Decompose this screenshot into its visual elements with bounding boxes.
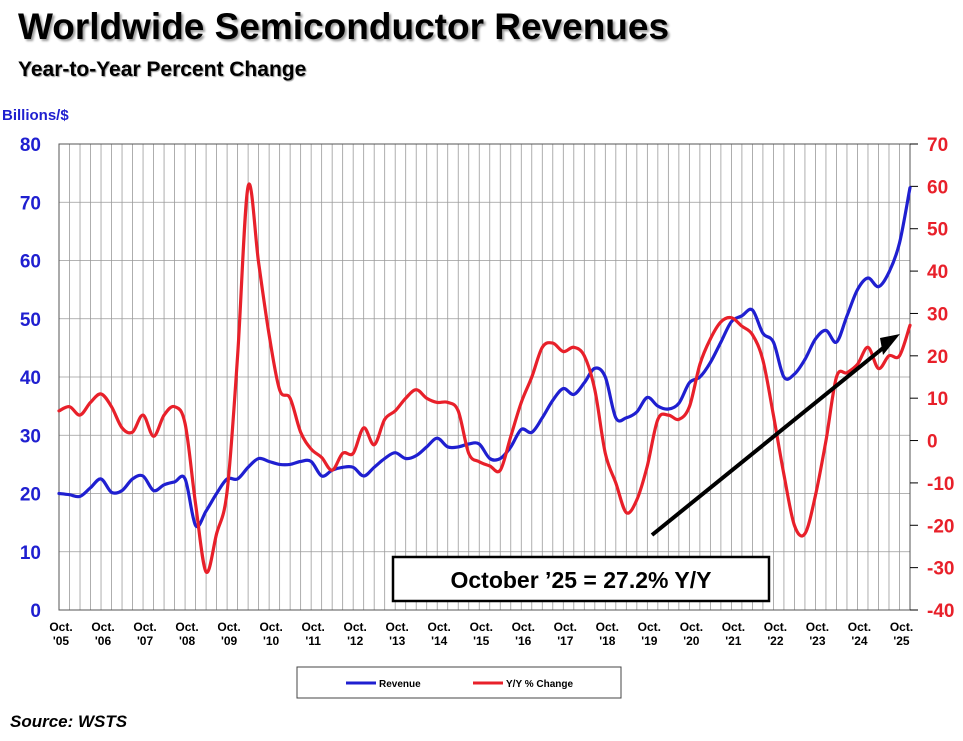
legend-label-revenue: Revenue: [379, 679, 421, 690]
right-tick-label: 0: [927, 432, 938, 453]
trend-arrow-head: [880, 334, 900, 355]
x-tick-label-month: Oct.: [259, 620, 282, 634]
x-tick-label-year: '18: [599, 634, 616, 648]
x-tick-label-month: Oct.: [638, 620, 661, 634]
left-tick-label: 70: [20, 193, 41, 214]
x-tick-label-year: '05: [53, 634, 70, 648]
right-tick-label: 60: [927, 177, 948, 198]
x-tick-label-month: Oct.: [470, 620, 493, 634]
trend-arrow-line: [650, 342, 890, 537]
right-tick-label: 50: [927, 220, 948, 241]
x-tick-label-year: '09: [221, 634, 238, 648]
x-tick-label-month: Oct.: [764, 620, 787, 634]
x-tick-label-month: Oct.: [133, 620, 156, 634]
left-tick-label: 0: [30, 601, 41, 622]
x-tick-label-year: '19: [641, 634, 658, 648]
chart-subtitle: Year-to-Year Percent Change: [18, 58, 307, 81]
x-tick-label-year: '07: [137, 634, 154, 648]
yoy-change-line: [57, 182, 912, 574]
right-tick-label: -30: [927, 559, 954, 580]
x-tick-label-year: '11: [305, 634, 321, 648]
grid-lines: [59, 143, 910, 611]
x-tick-label-year: '13: [389, 634, 406, 648]
x-tick-label-year: '12: [347, 634, 364, 648]
x-tick-label-year: '17: [557, 634, 574, 648]
x-tick-label-month: Oct.: [890, 620, 913, 634]
x-tick-label-month: Oct.: [386, 620, 409, 634]
x-tick-label-year: '23: [809, 634, 826, 648]
x-tick-label-year: '06: [95, 634, 112, 648]
annotation-callout: October ’25 = 27.2% Y/Y: [391, 555, 771, 603]
x-tick-label-month: Oct.: [680, 620, 703, 634]
x-tick-label-year: '10: [263, 634, 280, 648]
right-tick-label: 20: [927, 347, 948, 368]
left-y-axis: 0 10 20 30 40 50 60 70 80: [20, 135, 41, 622]
x-tick-label-year: '16: [515, 634, 532, 648]
x-tick-label-month: Oct.: [722, 620, 745, 634]
left-tick-label: 40: [20, 368, 41, 389]
right-tick-label: 10: [927, 389, 948, 410]
x-tick-label-year: '21: [725, 634, 742, 648]
left-tick-label: 10: [20, 543, 41, 564]
x-axis: Oct.'05Oct.'06Oct.'07Oct.'08Oct.'09Oct.'…: [49, 620, 913, 648]
x-tick-label-month: Oct.: [512, 620, 535, 634]
annotation-text: October ’25 = 27.2% Y/Y: [450, 567, 711, 593]
chart-legend: Revenue Y/Y % Change: [296, 666, 622, 699]
annotation-box-frame: [391, 555, 771, 603]
x-tick-label-month: Oct.: [806, 620, 829, 634]
x-tick-label-month: Oct.: [596, 620, 619, 634]
left-tick-label: 60: [20, 252, 41, 273]
left-tick-label: 30: [20, 426, 41, 447]
x-tick-label-year: '22: [767, 634, 784, 648]
left-axis-unit-label: Billions/$: [2, 107, 69, 124]
right-tick-label: 40: [927, 262, 948, 283]
x-tick-label-year: '20: [683, 634, 700, 648]
x-tick-label-year: '25: [893, 634, 910, 648]
x-tick-label-year: '08: [179, 634, 196, 648]
plot-area-frame: [58, 143, 911, 611]
x-tick-label-month: Oct.: [175, 620, 198, 634]
left-tick-label: 50: [20, 310, 41, 331]
x-tick-label-year: '14: [431, 634, 448, 648]
chart-title: Worldwide Semiconductor Revenues: [18, 6, 670, 47]
x-tick-label-year: '15: [473, 634, 490, 648]
legend-label-yoy: Y/Y % Change: [506, 679, 573, 690]
right-tick-label: -40: [927, 601, 954, 622]
x-tick-label-month: Oct.: [301, 620, 324, 634]
x-tick-label-month: Oct.: [554, 620, 577, 634]
revenue-line: [57, 186, 912, 529]
x-tick-label-month: Oct.: [428, 620, 451, 634]
left-tick-label: 80: [20, 135, 41, 156]
series-lines: [57, 182, 912, 574]
trend-arrow: [650, 334, 900, 537]
x-tick-label-month: Oct.: [848, 620, 871, 634]
right-tick-label: 70: [927, 135, 948, 156]
x-tick-label-month: Oct.: [49, 620, 72, 634]
right-tick-label: 30: [927, 304, 948, 325]
source-note: Source: WSTS: [10, 712, 128, 731]
x-tick-label-month: Oct.: [91, 620, 114, 634]
right-y-axis: -40 -30 -20 -10 0 10 20 30 40 50 60 70: [910, 135, 954, 622]
left-tick-label: 20: [20, 485, 41, 506]
x-tick-label-year: '24: [851, 634, 868, 648]
x-tick-label-month: Oct.: [217, 620, 240, 634]
right-tick-label: -10: [927, 474, 954, 495]
right-tick-label: -20: [927, 516, 954, 537]
x-tick-label-month: Oct.: [344, 620, 367, 634]
